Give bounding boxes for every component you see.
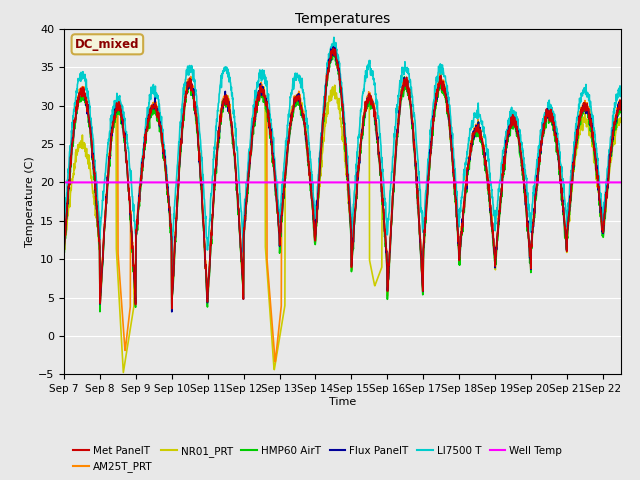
Flux PanelT bbox=[332, 47, 339, 53]
Line: AM25T_PRT: AM25T_PRT bbox=[64, 44, 621, 362]
HMP60 AirT bbox=[332, 52, 339, 58]
Well Temp bbox=[600, 180, 608, 185]
LI7500 T bbox=[617, 87, 625, 93]
LI7500 T bbox=[330, 35, 338, 40]
Flux PanelT bbox=[316, 160, 324, 166]
Met PanelT bbox=[617, 107, 625, 113]
Met PanelT bbox=[168, 306, 175, 312]
Y-axis label: Temperature (C): Temperature (C) bbox=[25, 156, 35, 247]
AM25T_PRT bbox=[316, 159, 324, 165]
Legend: Met PanelT, AM25T_PRT, NR01_PRT, HMP60 AirT, Flux PanelT, LI7500 T, Well Temp: Met PanelT, AM25T_PRT, NR01_PRT, HMP60 A… bbox=[69, 442, 566, 476]
HMP60 AirT bbox=[329, 50, 337, 56]
NR01_PRT bbox=[120, 370, 127, 375]
Flux PanelT bbox=[499, 172, 507, 178]
NR01_PRT bbox=[331, 90, 339, 96]
Well Temp bbox=[60, 180, 68, 185]
AM25T_PRT bbox=[60, 241, 68, 247]
Well Temp bbox=[499, 180, 506, 185]
Line: HMP60 AirT: HMP60 AirT bbox=[64, 53, 621, 312]
Met PanelT bbox=[602, 207, 609, 213]
AM25T_PRT bbox=[601, 207, 609, 213]
Met PanelT bbox=[330, 46, 337, 51]
NR01_PRT bbox=[88, 185, 96, 191]
Flux PanelT bbox=[601, 209, 609, 215]
HMP60 AirT bbox=[60, 244, 68, 250]
Well Temp bbox=[331, 180, 339, 185]
HMP60 AirT bbox=[88, 157, 96, 163]
X-axis label: Time: Time bbox=[329, 397, 356, 407]
Text: DC_mixed: DC_mixed bbox=[75, 38, 140, 51]
NR01_PRT bbox=[617, 119, 625, 125]
AM25T_PRT bbox=[499, 168, 507, 174]
AM25T_PRT bbox=[617, 101, 625, 107]
NR01_PRT bbox=[60, 246, 68, 252]
AM25T_PRT bbox=[271, 359, 279, 365]
NR01_PRT bbox=[316, 170, 324, 176]
Well Temp bbox=[316, 180, 324, 185]
LI7500 T bbox=[316, 145, 324, 151]
Flux PanelT bbox=[602, 206, 609, 212]
Met PanelT bbox=[88, 153, 96, 158]
Flux PanelT bbox=[88, 155, 96, 161]
Title: Temperatures: Temperatures bbox=[295, 12, 390, 26]
HMP60 AirT bbox=[316, 164, 324, 169]
AM25T_PRT bbox=[332, 44, 339, 49]
LI7500 T bbox=[88, 131, 96, 137]
Flux PanelT bbox=[617, 105, 625, 111]
Line: LI7500 T: LI7500 T bbox=[64, 37, 621, 252]
Met PanelT bbox=[332, 47, 339, 52]
Flux PanelT bbox=[330, 44, 337, 50]
LI7500 T bbox=[602, 196, 609, 202]
HMP60 AirT bbox=[499, 172, 507, 178]
Well Temp bbox=[88, 180, 96, 185]
AM25T_PRT bbox=[88, 149, 96, 155]
Met PanelT bbox=[316, 159, 324, 165]
AM25T_PRT bbox=[330, 41, 337, 47]
LI7500 T bbox=[239, 249, 247, 255]
Met PanelT bbox=[60, 247, 68, 252]
LI7500 T bbox=[601, 192, 609, 197]
Flux PanelT bbox=[168, 309, 175, 315]
NR01_PRT bbox=[401, 76, 409, 82]
HMP60 AirT bbox=[601, 212, 609, 218]
HMP60 AirT bbox=[617, 109, 625, 115]
HMP60 AirT bbox=[96, 309, 104, 314]
HMP60 AirT bbox=[602, 216, 609, 221]
NR01_PRT bbox=[601, 209, 609, 215]
NR01_PRT bbox=[499, 172, 507, 178]
LI7500 T bbox=[60, 226, 68, 232]
Met PanelT bbox=[499, 170, 507, 176]
NR01_PRT bbox=[602, 212, 609, 217]
Flux PanelT bbox=[60, 244, 68, 250]
Line: Met PanelT: Met PanelT bbox=[64, 48, 621, 309]
Line: Flux PanelT: Flux PanelT bbox=[64, 47, 621, 312]
LI7500 T bbox=[499, 149, 507, 155]
Well Temp bbox=[617, 180, 625, 185]
LI7500 T bbox=[332, 43, 339, 49]
Well Temp bbox=[601, 180, 609, 185]
Line: NR01_PRT: NR01_PRT bbox=[64, 79, 621, 372]
Met PanelT bbox=[601, 207, 609, 213]
AM25T_PRT bbox=[602, 208, 609, 214]
